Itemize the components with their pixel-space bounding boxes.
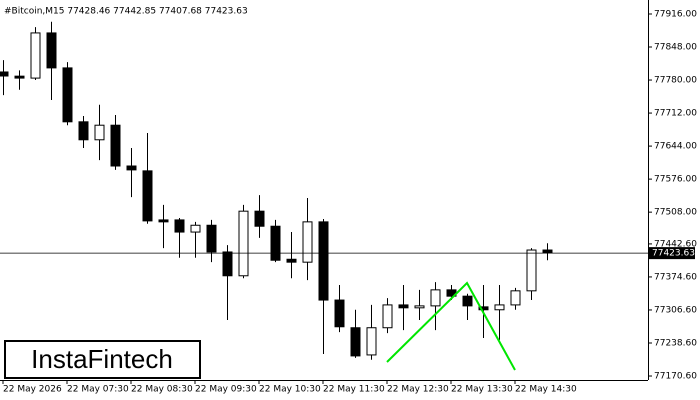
candle-body	[350, 327, 361, 357]
candle-body	[110, 124, 121, 167]
candle-body	[0, 71, 9, 77]
candle-body	[478, 306, 489, 311]
x-tick-label: 22 May 2026	[3, 385, 62, 395]
candle-body	[414, 305, 425, 309]
price-label: 77423.63	[652, 249, 695, 259]
candle-body	[94, 124, 105, 141]
x-tick-label: 22 May 13:30	[451, 385, 513, 395]
candle-body	[334, 299, 345, 328]
candle-body	[78, 121, 89, 141]
y-tick-label: 77508.00	[654, 208, 697, 218]
candle-body	[526, 249, 537, 292]
x-tick-label: 22 May 07:30	[67, 385, 129, 395]
y-tick-label: 77170.60	[654, 372, 697, 382]
candle-body	[430, 289, 441, 307]
y-tick-label: 77644.00	[654, 142, 697, 152]
y-tick-label: 77576.00	[654, 175, 697, 185]
candle-body	[62, 67, 73, 123]
candle-body	[142, 170, 153, 222]
y-tick-label: 77780.00	[654, 76, 697, 86]
candle-body	[510, 290, 521, 306]
candle-body	[46, 32, 57, 69]
candle-body	[542, 249, 553, 254]
y-tick-label: 77238.60	[654, 338, 697, 348]
candle-body	[366, 327, 377, 356]
logo: InstaFintech	[31, 344, 173, 374]
candle-body	[494, 304, 505, 311]
x-tick-label: 22 May 10:30	[259, 385, 321, 395]
candle-body	[254, 210, 265, 227]
candle-body	[270, 225, 281, 261]
candle-body	[190, 224, 201, 233]
candle-body	[222, 251, 233, 277]
y-tick-label: 77306.60	[654, 305, 697, 315]
y-tick-label: 77916.00	[654, 9, 697, 19]
x-tick-label: 22 May 08:30	[131, 385, 193, 395]
candle-body	[398, 304, 409, 309]
candle-body	[206, 224, 217, 253]
y-tick-label: 77712.00	[654, 109, 697, 119]
candle-body	[238, 210, 249, 277]
candle-body	[14, 75, 25, 79]
candle-body	[126, 165, 137, 171]
candle-body	[382, 304, 393, 329]
candle-body	[462, 295, 473, 307]
logo-box	[4, 340, 201, 379]
chart-title: #Bitcoin,M15 77428.46 77442.85 77407.68 …	[4, 7, 248, 17]
price-label-box	[649, 247, 695, 260]
y-tick-label: 77374.60	[654, 272, 697, 282]
y-tick-label: 77442.60	[654, 239, 697, 249]
x-tick-label: 22 May 11:30	[323, 385, 385, 395]
pattern-line	[386, 281, 516, 371]
candle-body	[286, 258, 297, 263]
y-tick-label: 77848.00	[654, 43, 697, 53]
candle-body	[174, 219, 185, 233]
x-tick-label: 22 May 14:30	[515, 385, 577, 395]
candle-body	[302, 221, 313, 263]
candle-body	[318, 221, 329, 301]
x-tick-label: 22 May 12:30	[387, 385, 449, 395]
candle-body	[158, 219, 169, 223]
candle-body	[30, 32, 41, 79]
x-tick-label: 22 May 09:30	[195, 385, 257, 395]
